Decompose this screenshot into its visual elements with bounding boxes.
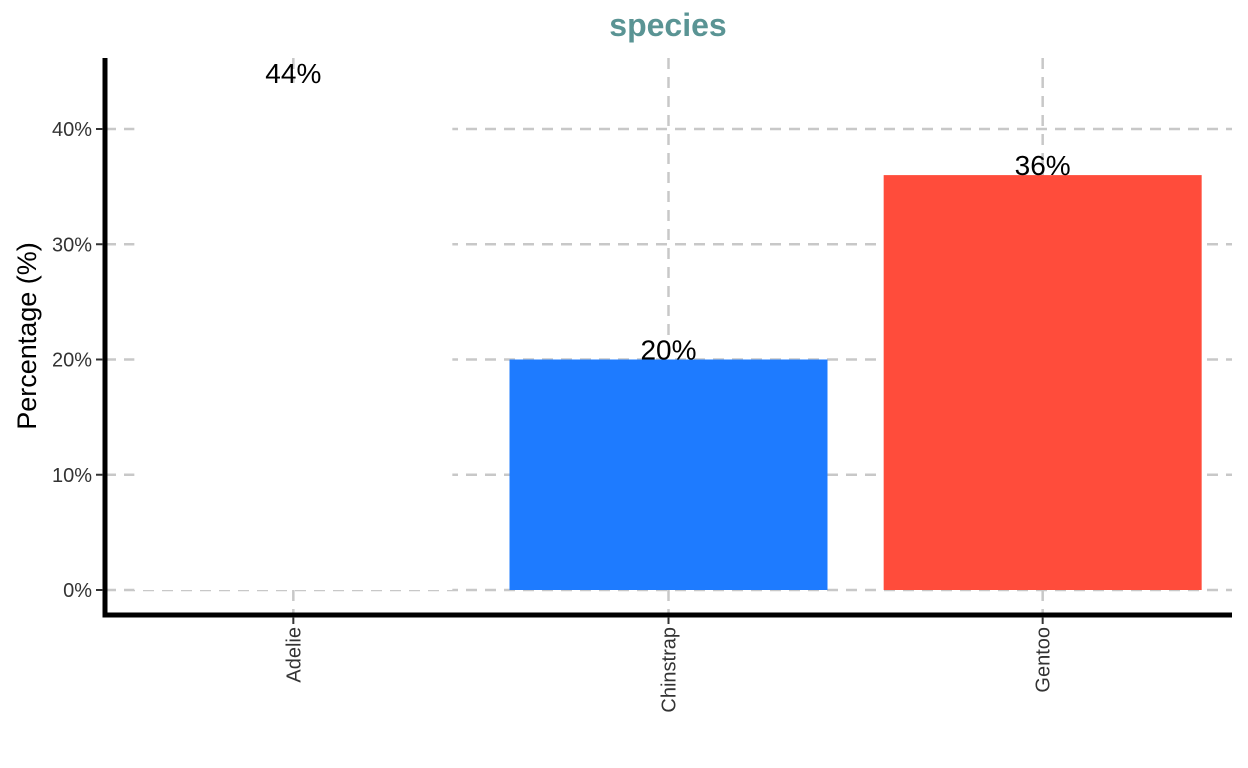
y-tick-label: 30% [52, 234, 92, 256]
y-tick-label: 20% [52, 350, 92, 372]
y-tick-label: 10% [52, 465, 92, 487]
chart-title: species [609, 7, 726, 43]
x-tick-label: Chinstrap [659, 627, 681, 713]
data-labels: 44% 20% 36% [265, 58, 1070, 366]
axes [96, 58, 1232, 624]
y-tick-label: 0% [63, 580, 92, 602]
bar-adelie [134, 82, 453, 591]
data-label: 20% [640, 335, 696, 366]
bar-gentoo [883, 175, 1202, 590]
y-axis-label: Percentage (%) [12, 242, 42, 430]
x-tick-label: Gentoo [1033, 627, 1055, 693]
bars [134, 82, 1202, 591]
bar-chinstrap [509, 359, 828, 590]
data-label: 44% [265, 58, 321, 89]
data-label: 36% [1015, 150, 1071, 181]
y-tick-label: 40% [52, 119, 92, 141]
x-tick-label: Adelie [283, 627, 305, 683]
tick-labels: 0% 10% 20% 30% 40% Adelie Chinstrap Gentoo [52, 119, 1055, 713]
